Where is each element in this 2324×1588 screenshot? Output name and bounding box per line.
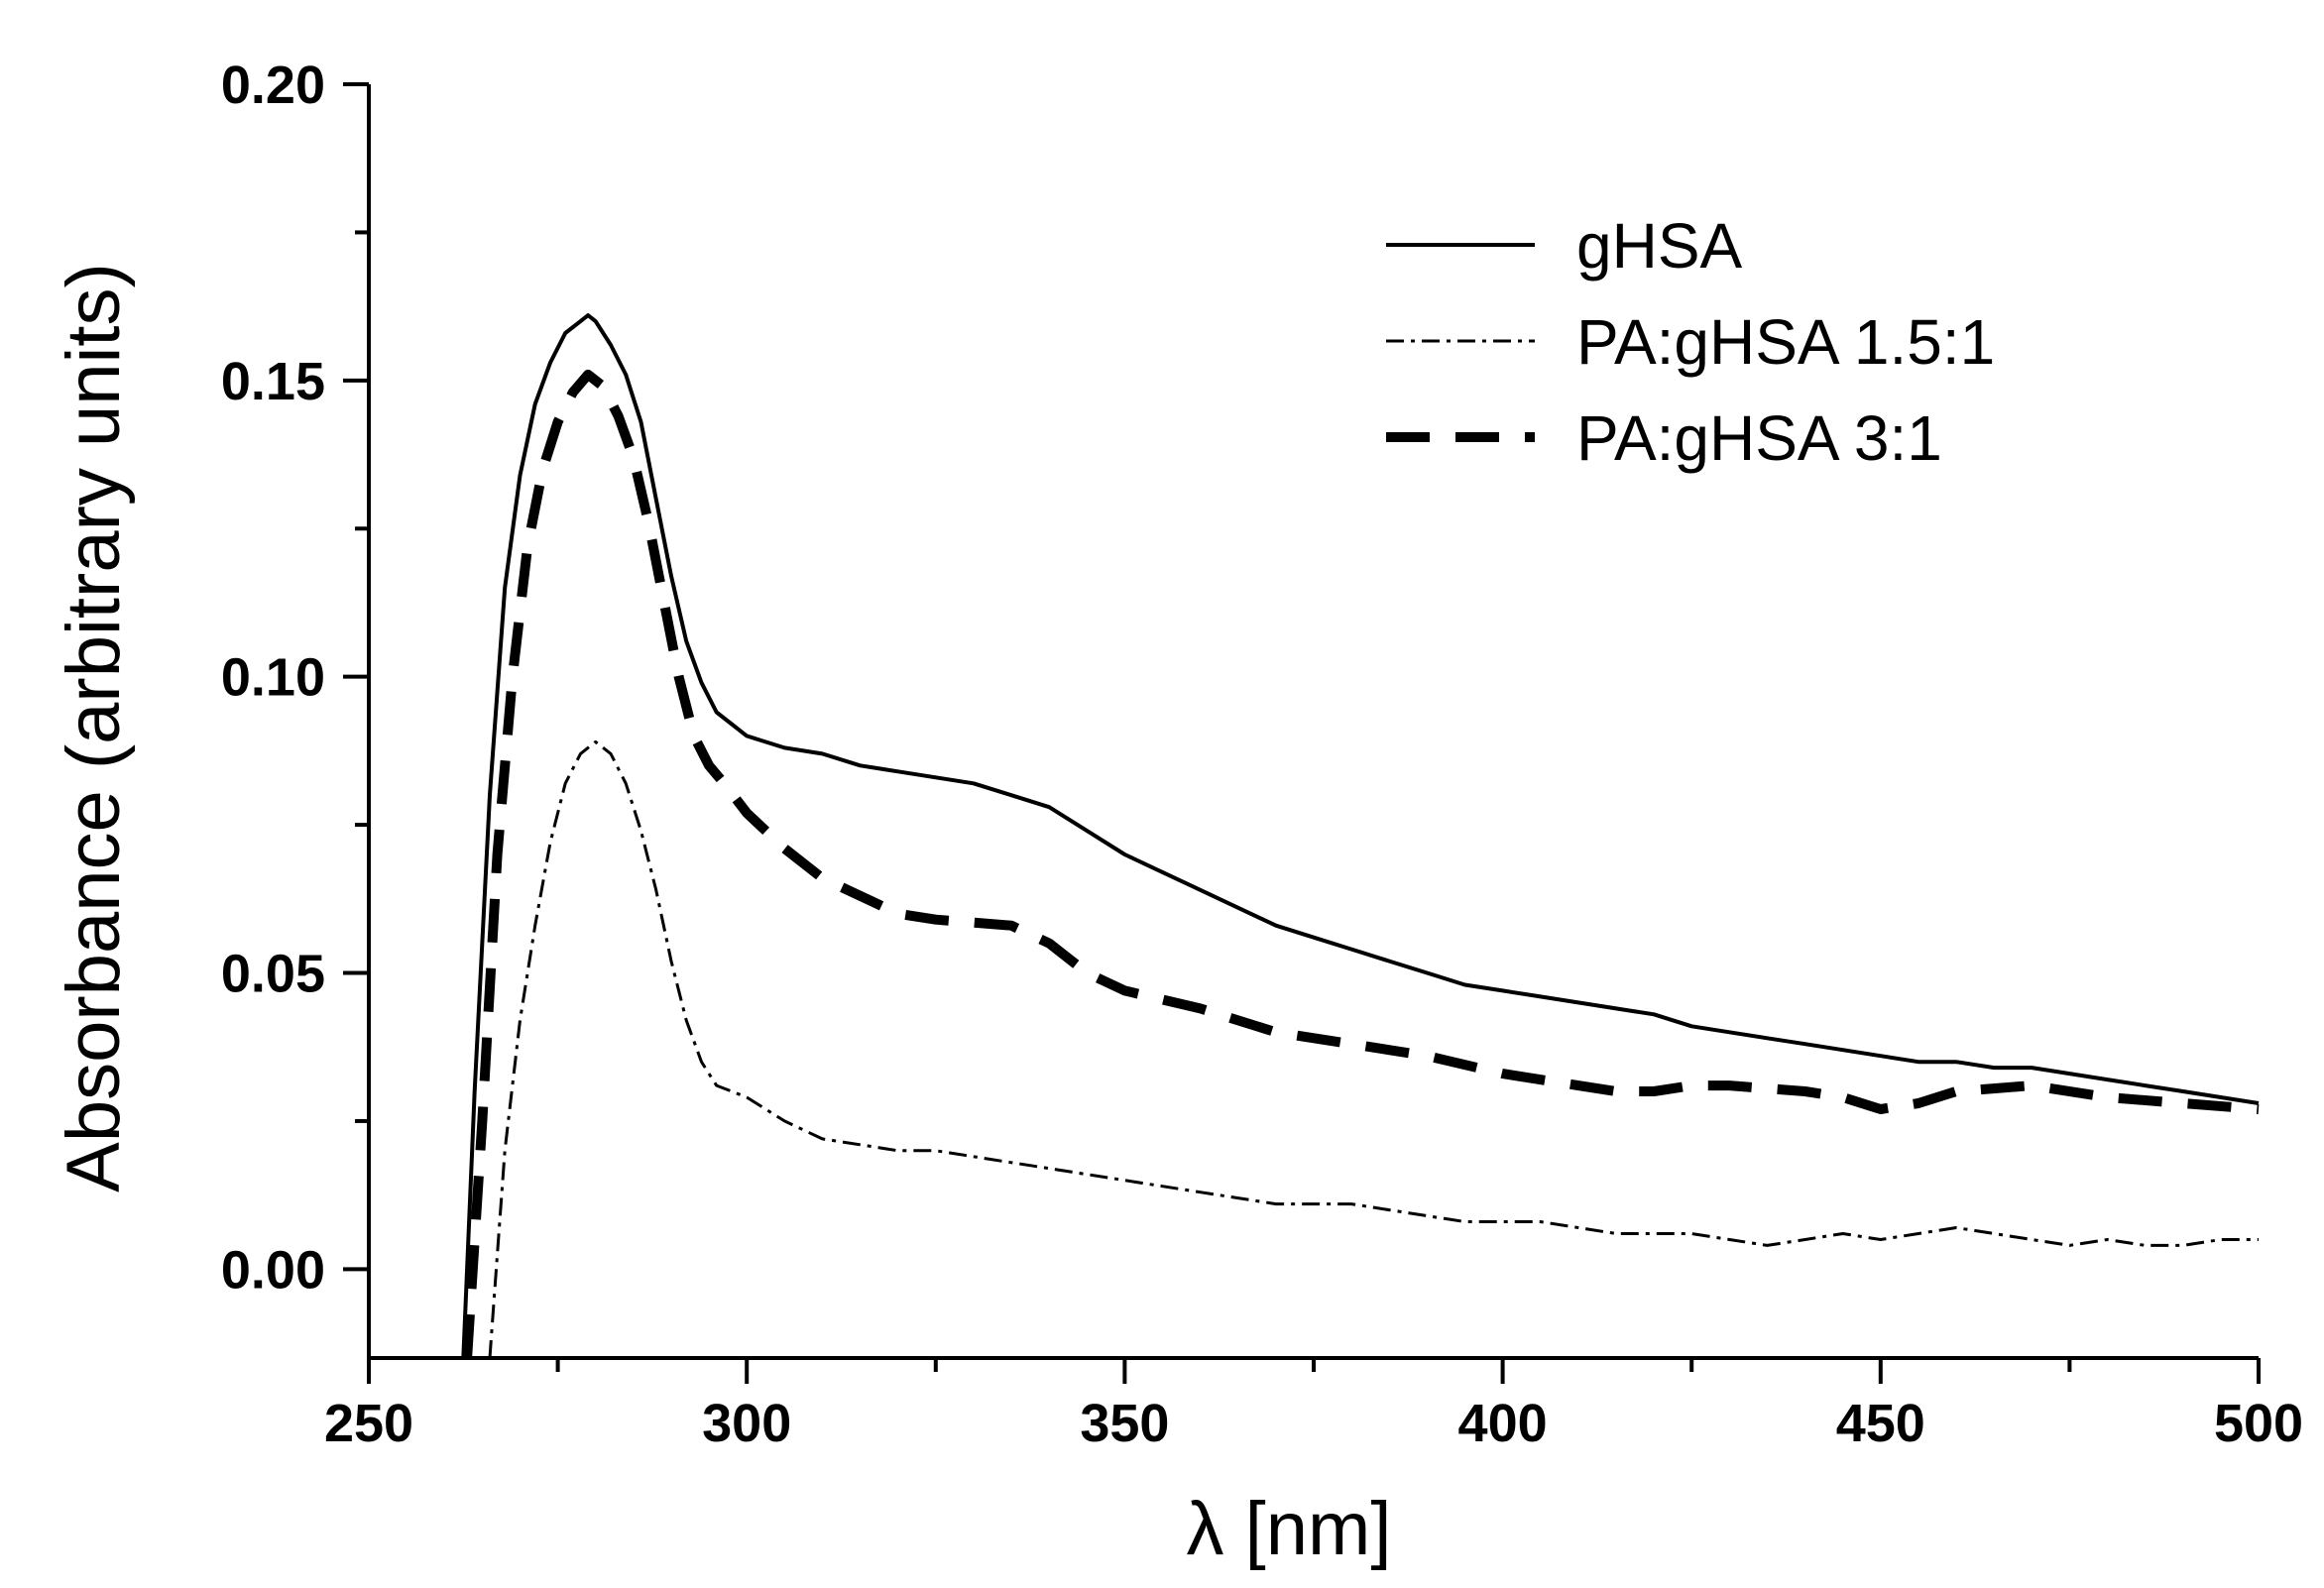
legend: gHSA PA:gHSA 1.5:1 PA:gHSA 3:1	[1386, 210, 1995, 474]
x-axis-ticks: 250 300 350 400 450 500	[324, 1358, 2303, 1453]
y-tick-label: 0.05	[221, 945, 325, 1004]
y-tick-label: 0.00	[221, 1240, 325, 1300]
x-tick-label: 500	[2214, 1394, 2303, 1453]
x-tick-label: 450	[1836, 1394, 1925, 1453]
y-axis-title: Absorbance (arbitrary units)	[52, 263, 136, 1192]
legend-label-1: gHSA	[1576, 210, 1743, 282]
series-line-1	[461, 313, 2260, 1359]
y-tick-label: 0.10	[221, 648, 325, 708]
series-layer	[461, 313, 2260, 1359]
legend-label-2: PA:gHSA 1.5:1	[1576, 306, 1995, 378]
x-tick-label: 300	[702, 1394, 791, 1453]
y-tick-label: 0.15	[221, 352, 325, 411]
x-tick-label: 250	[324, 1394, 413, 1453]
plot-area: 0.00 0.05 0.10 0.15 0.20 250 300 350 400 450 500	[221, 56, 2303, 1453]
series-line-3	[462, 369, 2260, 1359]
x-axis-title: λ [nm]	[1187, 1487, 1392, 1571]
y-axis-ticks: 0.00 0.05 0.10 0.15 0.20	[221, 56, 369, 1300]
x-tick-label: 400	[1458, 1394, 1548, 1453]
x-tick-label: 350	[1080, 1394, 1169, 1453]
legend-label-3: PA:gHSA 3:1	[1576, 402, 1942, 474]
y-tick-label: 0.20	[221, 56, 325, 115]
